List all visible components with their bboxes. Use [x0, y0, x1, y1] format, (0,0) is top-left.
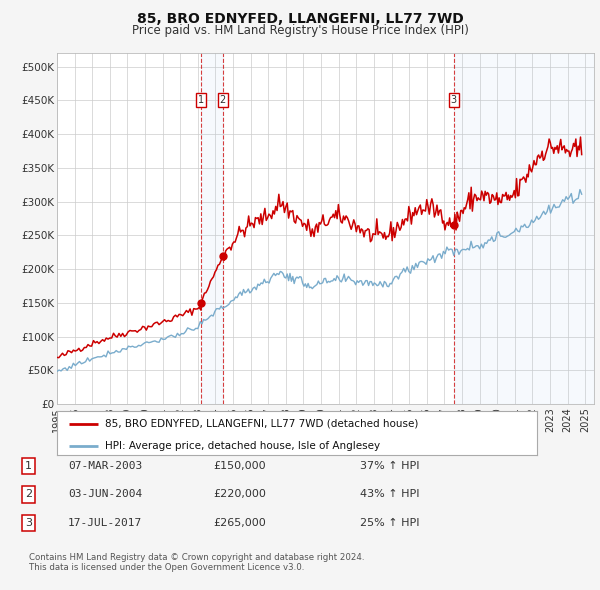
Text: £265,000: £265,000: [214, 518, 266, 527]
Text: 1: 1: [198, 96, 204, 106]
Text: 3: 3: [451, 96, 457, 106]
Text: Price paid vs. HM Land Registry's House Price Index (HPI): Price paid vs. HM Land Registry's House …: [131, 24, 469, 37]
Bar: [454, 53, 594, 404]
Text: £220,000: £220,000: [214, 490, 266, 499]
Text: 03-JUN-2004: 03-JUN-2004: [68, 490, 142, 499]
Text: 37% ↑ HPI: 37% ↑ HPI: [360, 461, 419, 471]
Text: 07-MAR-2003: 07-MAR-2003: [68, 461, 142, 471]
Text: 2: 2: [220, 96, 226, 106]
Text: HPI: Average price, detached house, Isle of Anglesey: HPI: Average price, detached house, Isle…: [105, 441, 380, 451]
Text: 2: 2: [25, 490, 32, 499]
Text: This data is licensed under the Open Government Licence v3.0.: This data is licensed under the Open Gov…: [29, 563, 304, 572]
Text: 1: 1: [25, 461, 32, 471]
Text: £150,000: £150,000: [214, 461, 266, 471]
Text: 25% ↑ HPI: 25% ↑ HPI: [360, 518, 419, 527]
Text: Contains HM Land Registry data © Crown copyright and database right 2024.: Contains HM Land Registry data © Crown c…: [29, 553, 364, 562]
Bar: [201, 53, 223, 404]
Text: 85, BRO EDNYFED, LLANGEFNI, LL77 7WD (detached house): 85, BRO EDNYFED, LLANGEFNI, LL77 7WD (de…: [105, 419, 418, 428]
Text: 3: 3: [25, 518, 32, 527]
Text: 43% ↑ HPI: 43% ↑ HPI: [360, 490, 419, 499]
Text: 85, BRO EDNYFED, LLANGEFNI, LL77 7WD: 85, BRO EDNYFED, LLANGEFNI, LL77 7WD: [137, 12, 463, 26]
Text: 17-JUL-2017: 17-JUL-2017: [68, 518, 142, 527]
